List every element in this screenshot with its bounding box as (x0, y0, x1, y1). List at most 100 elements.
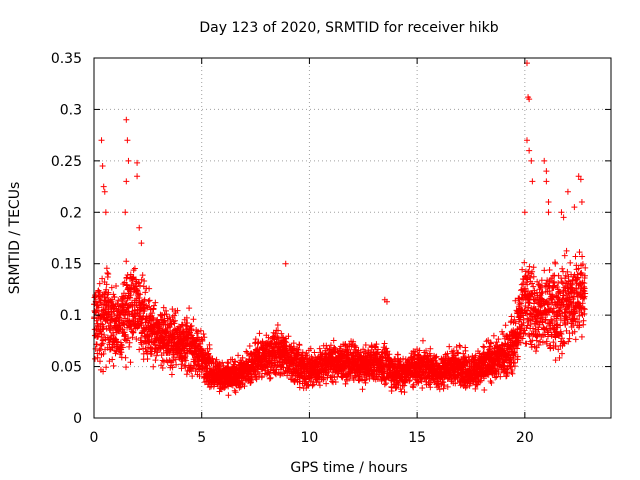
data-point (127, 359, 134, 366)
data-point (110, 291, 117, 298)
data-point (129, 275, 136, 282)
data-point (195, 328, 202, 335)
data-point (171, 312, 178, 319)
data-point (545, 209, 552, 216)
data-point (98, 331, 105, 338)
data-point (122, 354, 129, 361)
data-point (419, 385, 426, 392)
data-point (359, 386, 366, 393)
data-point (401, 389, 408, 396)
data-point (567, 259, 574, 266)
data-point (179, 321, 186, 328)
data-point (102, 209, 109, 216)
data-point (526, 147, 533, 154)
data-point (136, 346, 143, 353)
data-point (122, 331, 129, 338)
y-tick-label: 0.05 (51, 360, 82, 376)
data-point (125, 157, 132, 164)
data-point (246, 343, 253, 350)
data-point (152, 357, 159, 364)
data-point (200, 331, 207, 338)
data-point (492, 374, 499, 381)
data-point (125, 335, 132, 342)
data-point (105, 270, 112, 277)
data-point (290, 340, 297, 347)
data-point (95, 323, 102, 330)
data-point (97, 345, 104, 352)
data-point (99, 275, 106, 282)
data-point (104, 314, 111, 321)
data-point (274, 334, 281, 341)
data-point (528, 157, 535, 164)
x-tick-label: 5 (197, 430, 206, 446)
data-point (248, 376, 255, 383)
data-point (118, 349, 125, 356)
data-point (311, 349, 318, 356)
data-point (221, 384, 228, 391)
data-point (127, 286, 134, 293)
data-point (253, 376, 260, 383)
data-point (541, 267, 548, 274)
x-tick-labels: 0 5 10 15 20 (90, 430, 534, 446)
data-point (446, 343, 453, 350)
data-point (138, 341, 145, 348)
data-point (215, 364, 222, 371)
data-point (316, 345, 323, 352)
data-point (558, 209, 565, 216)
x-tick-label: 0 (90, 430, 99, 446)
y-axis-label: SRMTID / TECUs (7, 182, 23, 295)
data-point (296, 342, 303, 349)
data-point (213, 356, 220, 363)
data-point (543, 168, 550, 175)
data-point (173, 361, 180, 368)
data-point (144, 355, 151, 362)
data-point (133, 336, 140, 343)
data-point (195, 366, 202, 373)
data-point (307, 345, 314, 352)
data-point (282, 342, 289, 349)
data-point (529, 178, 536, 185)
data-point (105, 289, 112, 296)
data-point (259, 366, 266, 373)
data-point (530, 283, 537, 290)
x-axis-label: GPS time / hours (290, 460, 407, 476)
data-point (146, 297, 153, 304)
data-point (274, 322, 281, 328)
data-point (197, 327, 204, 334)
data-point (126, 319, 133, 326)
data-point (543, 178, 550, 185)
data-point (111, 294, 118, 301)
data-point (545, 199, 552, 205)
data-point (304, 352, 311, 359)
data-point (103, 265, 110, 272)
data-point (182, 357, 189, 364)
data-point (206, 345, 213, 352)
data-point (150, 305, 157, 312)
data-point (127, 271, 134, 278)
data-point (101, 188, 108, 195)
data-point (225, 360, 232, 367)
data-point (559, 265, 566, 272)
data-point (252, 336, 259, 343)
data-point (186, 305, 193, 312)
data-point (232, 358, 239, 365)
data-point (141, 307, 148, 314)
x-tick-label: 10 (301, 430, 319, 446)
data-point (241, 383, 248, 390)
y-tick-label: 0.1 (60, 308, 82, 324)
data-point (362, 342, 369, 349)
data-point (190, 316, 197, 323)
data-point (343, 377, 350, 384)
data-point (282, 260, 289, 267)
data-point (129, 278, 136, 285)
data-point (277, 340, 284, 347)
data-point (182, 363, 189, 370)
data-point (199, 337, 206, 344)
data-point (123, 258, 130, 265)
data-point (546, 266, 553, 273)
data-point (161, 317, 168, 324)
data-point (91, 355, 98, 362)
data-point (502, 322, 509, 329)
data-point (572, 253, 579, 260)
